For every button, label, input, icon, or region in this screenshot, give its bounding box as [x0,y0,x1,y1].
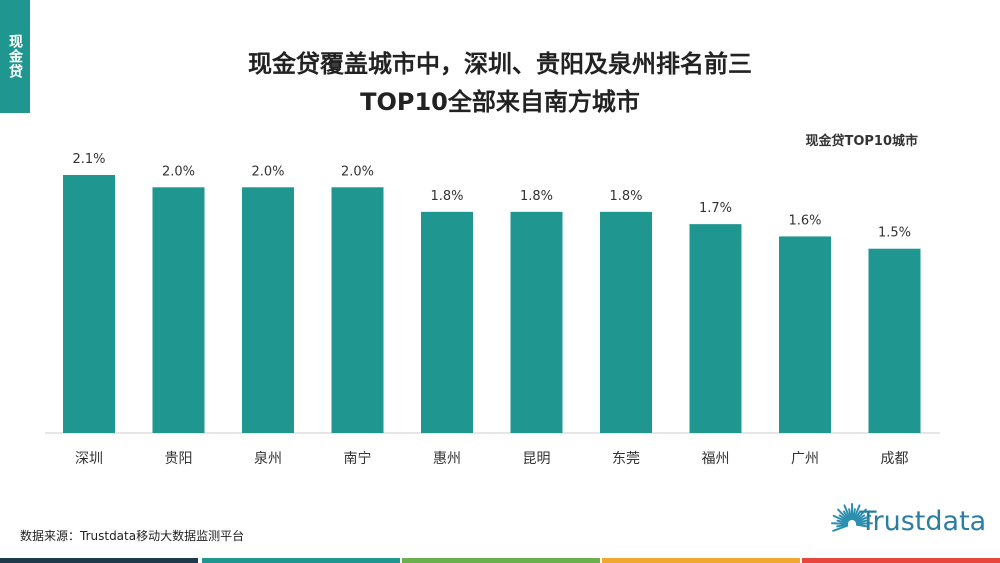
category-label-8: 广州 [791,451,819,467]
section-tab-label: 现金贷 [7,34,23,79]
bar-2 [242,187,294,433]
category-label-1: 贵阳 [165,451,193,467]
bar-5 [510,211,563,433]
category-label-0: 深圳 [75,451,103,467]
section-tab: 现金贷 [0,0,30,113]
bar-value-label-1: 2.0% [162,164,195,179]
bottom-bar-segment [602,558,800,563]
logo-text: Trustdata [860,506,987,537]
bar-value-label-6: 1.8% [609,189,642,204]
category-label-9: 成都 [881,451,909,467]
category-label-5: 昆明 [523,451,551,467]
bar-value-label-2: 2.0% [251,164,284,179]
bottom-bar-segment [0,558,198,563]
bar-0 [63,175,115,433]
bar-value-label-0: 2.1% [72,152,105,167]
bar-value-label-4: 1.8% [430,189,463,204]
category-label-7: 福州 [702,451,730,467]
bar-1 [152,187,205,433]
category-label-3: 南宁 [344,450,372,467]
category-label-2: 泉州 [254,450,282,467]
bottom-bar-segment [402,558,600,563]
page-title: 现金贷覆盖城市中，深圳、贵阳及泉州排名前三 [248,50,752,78]
bar-value-label-5: 1.8% [520,189,553,204]
bar-value-label-7: 1.7% [699,201,732,216]
bar-3 [331,187,384,433]
chart-legend: 现金贷TOP10城市 [805,134,918,149]
bar-6 [600,211,652,433]
data-source: 数据来源：Trustdata移动大数据监测平台 [20,529,245,543]
category-label-4: 惠州 [433,451,461,467]
bar-4 [421,211,473,433]
bar-value-label-9: 1.5% [878,226,911,241]
bottom-bar-segment [802,558,1000,563]
bar-8 [779,236,831,433]
bar-value-label-8: 1.6% [788,213,821,228]
page-subtitle: TOP10全部来自南方城市 [360,88,640,116]
bar-7 [689,224,742,433]
trustdata-logo-icon [831,503,873,532]
bar-value-label-3: 2.0% [341,164,374,179]
bar-9 [868,248,921,433]
bottom-bar-segment [202,558,400,563]
category-label-6: 东莞 [612,451,640,467]
